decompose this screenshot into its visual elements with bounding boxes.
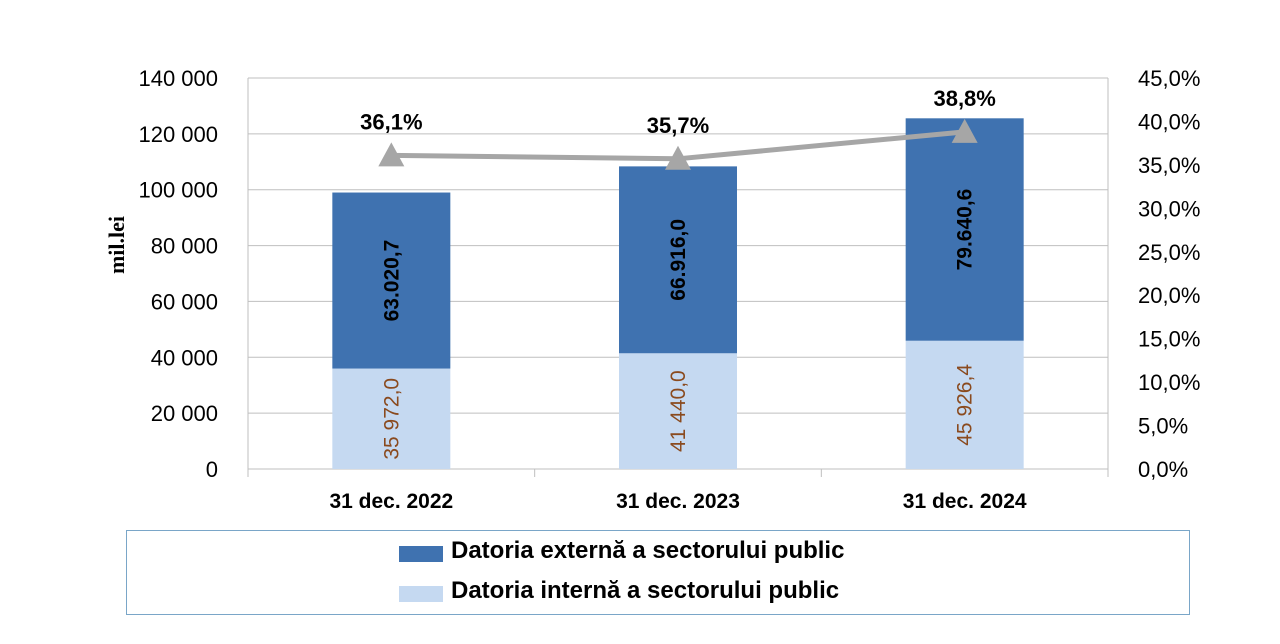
percentage-marker	[951, 118, 978, 143]
percentage-line: 36,1% 35,7% 38,8%	[360, 86, 996, 170]
y2-tick-label: 15,0%	[1138, 327, 1200, 352]
y-tick-label: 80 000	[151, 234, 218, 259]
tick-labels: 0 20 000 40 000 60 000 80 000 100 000 120 000 1…	[138, 66, 1200, 513]
y2-tick-label: 25,0%	[1138, 240, 1200, 265]
legend: Datoria externă a sectorului public Dato…	[126, 530, 1190, 615]
y2-tick-label: 0,0%	[1138, 457, 1188, 482]
bar-internal	[905, 340, 1024, 469]
y-tick-label: 20 000	[151, 401, 218, 426]
legend-item-external: Datoria externă a sectorului public	[399, 537, 844, 565]
legend-item-internal: Datoria internă a sectorului public	[399, 577, 839, 605]
y2-tick-label: 35,0%	[1138, 153, 1200, 178]
x-tick-label: 31 dec. 2023	[616, 490, 740, 513]
legend-swatch-internal	[399, 586, 443, 602]
bar-label-external: 66.916,0	[667, 219, 690, 301]
y2-tick-label: 20,0%	[1138, 283, 1200, 308]
bars: 35 972,0 63.020,7 41 440,0 66.916,0 45 926,4…	[332, 118, 1024, 469]
x-tick-label: 31 dec. 2024	[903, 490, 1027, 513]
y-tick-label: 60 000	[151, 289, 218, 314]
y2-tick-label: 45,0%	[1138, 66, 1200, 91]
legend-swatch-external	[399, 546, 443, 562]
chart: 35 972,0 63.020,7 41 440,0 66.916,0 45 926,4…	[104, 66, 1200, 513]
bar-label-internal: 35 972,0	[380, 378, 403, 460]
percentage-label: 38,8%	[933, 86, 995, 111]
bar-label-external: 63.020,7	[380, 240, 403, 322]
legend-label-external: Datoria externă a sectorului public	[451, 537, 845, 564]
y-axis-label: mil.lei	[104, 216, 129, 274]
y-tick-label: 120 000	[138, 122, 218, 147]
bar-label-internal: 45 926,4	[954, 364, 977, 446]
y-tick-label: 100 000	[138, 178, 218, 203]
bar-external	[905, 118, 1024, 341]
percentage-marker	[378, 142, 405, 167]
percentage-label: 35,7%	[647, 113, 709, 138]
y-tick-label: 140 000	[138, 66, 218, 91]
percentage-label: 36,1%	[360, 109, 422, 134]
bar-label-internal: 41 440,0	[667, 370, 690, 452]
y2-tick-label: 30,0%	[1138, 196, 1200, 221]
percentage-marker	[665, 145, 691, 170]
y-tick-label: 0	[206, 457, 218, 482]
y2-tick-label: 5,0%	[1138, 414, 1188, 439]
bar-external	[332, 192, 451, 369]
y2-tick-label: 40,0%	[1138, 109, 1200, 134]
bar-label-external: 79.640,6	[954, 189, 977, 271]
legend-label-internal: Datoria internă a sectorului public	[451, 577, 840, 604]
bar-internal	[619, 353, 737, 469]
x-tick-label: 31 dec. 2022	[329, 490, 453, 513]
y-tick-label: 40 000	[151, 345, 218, 370]
bar-external	[619, 166, 737, 354]
bar-internal	[332, 368, 451, 469]
y2-tick-label: 10,0%	[1138, 370, 1200, 395]
